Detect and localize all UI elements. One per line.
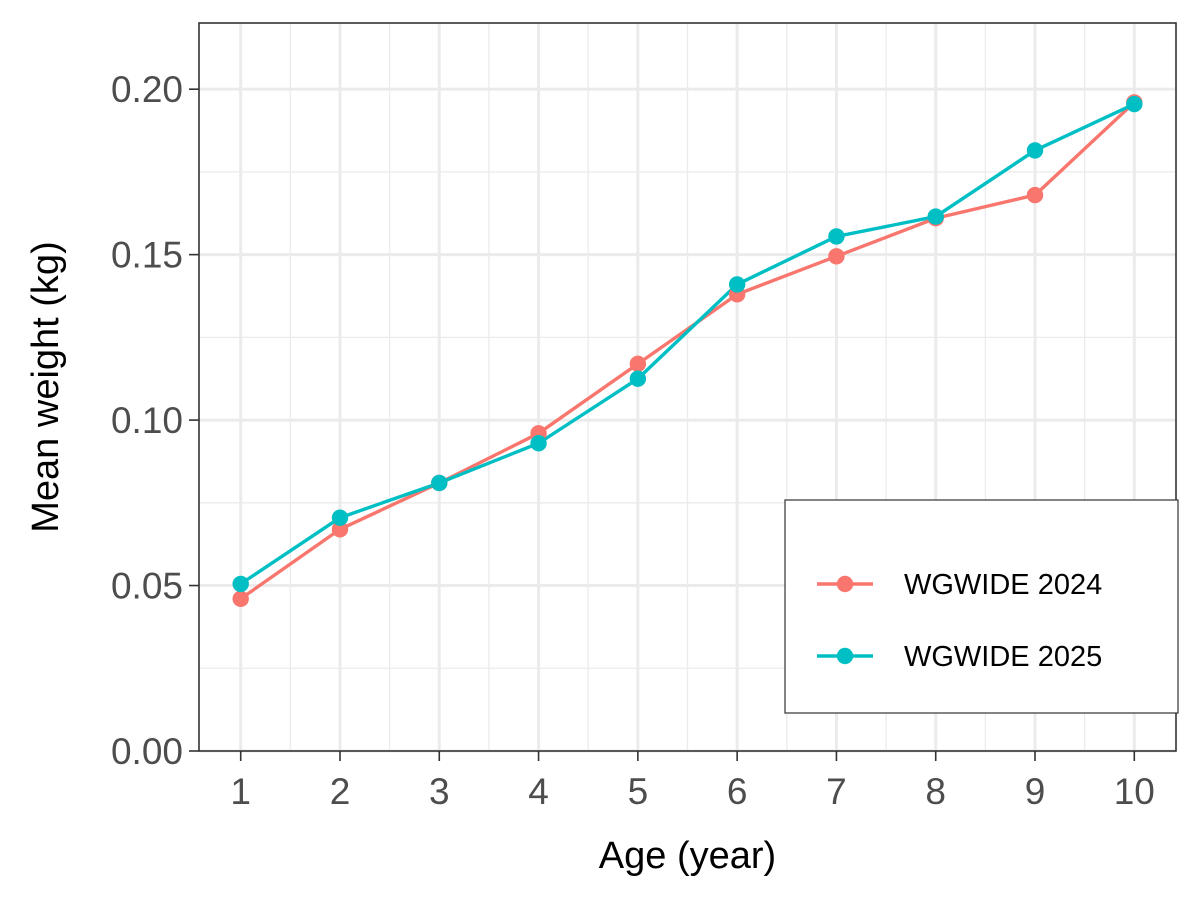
x-tick-label: 3 bbox=[429, 771, 450, 812]
y-tick-label: 0.10 bbox=[111, 400, 183, 441]
series-line-2 bbox=[239, 102, 1136, 586]
legend-label: WGWIDE 2025 bbox=[904, 641, 1102, 673]
y-tick-label: 0.00 bbox=[111, 731, 183, 772]
series-1-point bbox=[629, 355, 647, 373]
x-axis-title: Age (year) bbox=[599, 835, 776, 877]
y-tick-label: 0.15 bbox=[111, 235, 183, 276]
series-1-point bbox=[331, 521, 349, 538]
y-tick-label: 0.05 bbox=[111, 566, 183, 607]
panel-border bbox=[198, 22, 1177, 752]
series-1-point bbox=[232, 590, 249, 607]
legend: WGWIDE 2024 WGWIDE 2025 bbox=[784, 499, 1179, 714]
x-tick-label: 1 bbox=[230, 771, 251, 812]
x-tick-label: 6 bbox=[727, 771, 748, 812]
series-1-point bbox=[1026, 186, 1044, 204]
series-2-point bbox=[629, 370, 647, 387]
x-tick-label: 2 bbox=[330, 771, 351, 812]
series-2-point bbox=[927, 208, 944, 225]
y-axis-title: Mean weight (kg) bbox=[25, 241, 67, 532]
legend-label: WGWIDE 2024 bbox=[904, 569, 1102, 601]
series-2-point bbox=[1026, 142, 1044, 159]
legend-key-point bbox=[836, 575, 854, 593]
series-2-point bbox=[232, 575, 249, 593]
x-tick-label: 10 bbox=[1114, 771, 1155, 812]
y-tick-label: 0.20 bbox=[111, 69, 183, 110]
series-layer bbox=[232, 94, 1143, 607]
x-tick-label: 7 bbox=[826, 771, 847, 812]
series-line-1 bbox=[239, 101, 1136, 601]
x-tick-label: 5 bbox=[628, 771, 649, 812]
x-tick-label: 8 bbox=[925, 771, 946, 812]
series-2-point bbox=[728, 276, 746, 293]
y-axis: 0.00 0.05 0.10 0.15 0.20 bbox=[111, 69, 199, 772]
series-2-point bbox=[1126, 95, 1143, 113]
legend-key-point bbox=[836, 647, 854, 665]
series-2-point bbox=[331, 509, 349, 526]
series-1-point bbox=[828, 248, 845, 265]
series-2-point bbox=[431, 474, 448, 492]
series-2-point bbox=[828, 228, 845, 245]
x-tick-label: 4 bbox=[528, 771, 549, 812]
legend-box bbox=[784, 499, 1179, 714]
x-tick-label: 9 bbox=[1025, 771, 1046, 812]
series-2-point bbox=[530, 435, 547, 452]
x-axis: 1 2 3 4 5 6 7 8 9 10 bbox=[230, 751, 1155, 812]
